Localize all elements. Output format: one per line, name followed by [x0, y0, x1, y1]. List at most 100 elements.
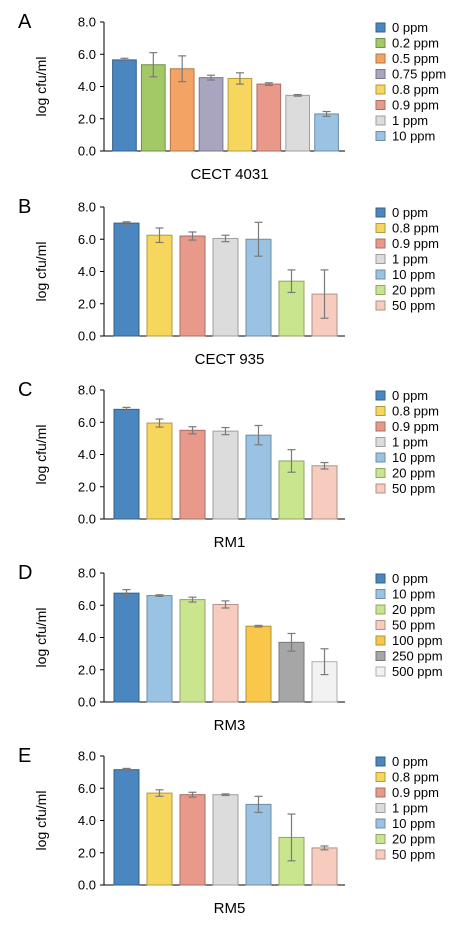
legend-swatch: [375, 772, 386, 782]
legend-label: 50 ppm: [392, 481, 435, 496]
y-tick-label: 6.0: [78, 47, 96, 62]
legend-swatch: [375, 604, 386, 615]
y-tick-label: 2.0: [78, 479, 96, 494]
y-axis-label: log cfu/ml: [33, 608, 49, 668]
bar: [212, 237, 239, 337]
legend-swatch: [375, 818, 386, 829]
legend-label: 0 ppm: [392, 388, 428, 403]
legend-label: 0.9 ppm: [392, 98, 439, 113]
legend-label: 10 ppm: [392, 450, 435, 465]
bar: [227, 77, 253, 152]
y-tick-label: 4.0: [78, 447, 96, 462]
y-tick-label: 0.0: [78, 878, 96, 893]
legend-label: 1 ppm: [392, 801, 428, 816]
legend-swatch: [375, 452, 386, 463]
y-tick-label: 6.0: [78, 781, 96, 796]
y-axis-label: log cfu/ml: [33, 57, 49, 117]
legend-swatch: [375, 115, 386, 126]
legend-swatch: [375, 468, 386, 478]
legend-label: 0 ppm: [392, 571, 428, 586]
bar: [314, 113, 339, 152]
legend-label: 1 ppm: [392, 435, 428, 450]
legend-swatch: [375, 483, 386, 494]
legend-label: 1 ppm: [392, 113, 428, 128]
panel-letter: B: [18, 196, 31, 218]
y-tick-label: 2.0: [78, 845, 96, 860]
y-tick-label: 6.0: [78, 598, 96, 613]
y-tick-label: 4.0: [78, 813, 96, 828]
bar: [245, 803, 272, 886]
legend-label: 500 ppm: [392, 664, 443, 679]
bar: [179, 235, 206, 337]
legend-label: 10 ppm: [392, 267, 435, 282]
legend-swatch: [375, 390, 386, 401]
legend-label: 0.9 ppm: [392, 419, 439, 434]
y-tick-label: 4.0: [78, 264, 96, 279]
legend-swatch: [375, 238, 386, 249]
legend-swatch: [375, 421, 386, 432]
y-tick-label: 6.0: [78, 232, 96, 247]
legend-label: 20 ppm: [392, 832, 435, 847]
legend-label: 250 ppm: [392, 649, 443, 664]
legend-swatch: [375, 84, 386, 95]
y-tick-label: 8.0: [78, 749, 96, 764]
legend-swatch: [375, 406, 386, 416]
legend-swatch: [375, 207, 386, 218]
bar: [285, 94, 311, 152]
bar: [112, 59, 137, 152]
bar: [311, 465, 338, 520]
x-axis-label: RM3: [214, 717, 246, 734]
bar: [113, 769, 140, 886]
bar: [179, 599, 206, 703]
legend-swatch: [375, 254, 386, 264]
x-axis-label: CECT 4031: [190, 166, 268, 183]
panel-letter: D: [18, 562, 32, 584]
x-axis-label: RM1: [214, 534, 246, 551]
bar: [212, 430, 239, 520]
legend-label: 0.2 ppm: [392, 36, 439, 51]
bar: [113, 592, 140, 703]
legend-label: 20 ppm: [392, 283, 435, 298]
legend-swatch: [375, 849, 386, 860]
legend-label: 0 ppm: [392, 754, 428, 769]
y-tick-label: 6.0: [78, 415, 96, 430]
bar: [256, 83, 282, 152]
y-tick-label: 4.0: [78, 630, 96, 645]
legend-label: 0 ppm: [392, 205, 428, 220]
panel-letter: A: [18, 11, 32, 33]
legend-label: 0.8 ppm: [392, 221, 439, 236]
y-axis-label: log cfu/ml: [33, 242, 49, 302]
bar: [311, 847, 338, 886]
bar: [212, 603, 239, 703]
bar: [113, 222, 140, 337]
legend-swatch: [375, 651, 386, 661]
y-tick-label: 0.0: [78, 144, 96, 159]
legend-label: 0 ppm: [392, 20, 428, 35]
legend-swatch: [375, 803, 386, 813]
y-tick-label: 2.0: [78, 111, 96, 126]
legend-swatch: [375, 100, 386, 110]
y-tick-label: 8.0: [78, 200, 96, 215]
legend-swatch: [375, 437, 386, 447]
y-tick-label: 8.0: [78, 15, 96, 30]
legend-label: 10 ppm: [392, 587, 435, 602]
legend-swatch: [375, 834, 386, 844]
legend-label: 20 ppm: [392, 602, 435, 617]
bar: [146, 595, 173, 703]
legend-label: 0.9 ppm: [392, 236, 439, 251]
y-axis-label: log cfu/ml: [33, 425, 49, 485]
bar: [146, 422, 173, 520]
bar: [146, 792, 173, 886]
x-axis-label: RM5: [214, 900, 246, 917]
y-tick-label: 8.0: [78, 383, 96, 398]
legend-swatch: [375, 666, 386, 677]
legend-swatch: [375, 53, 386, 64]
legend-label: 50 ppm: [392, 298, 435, 313]
y-tick-label: 8.0: [78, 566, 96, 581]
